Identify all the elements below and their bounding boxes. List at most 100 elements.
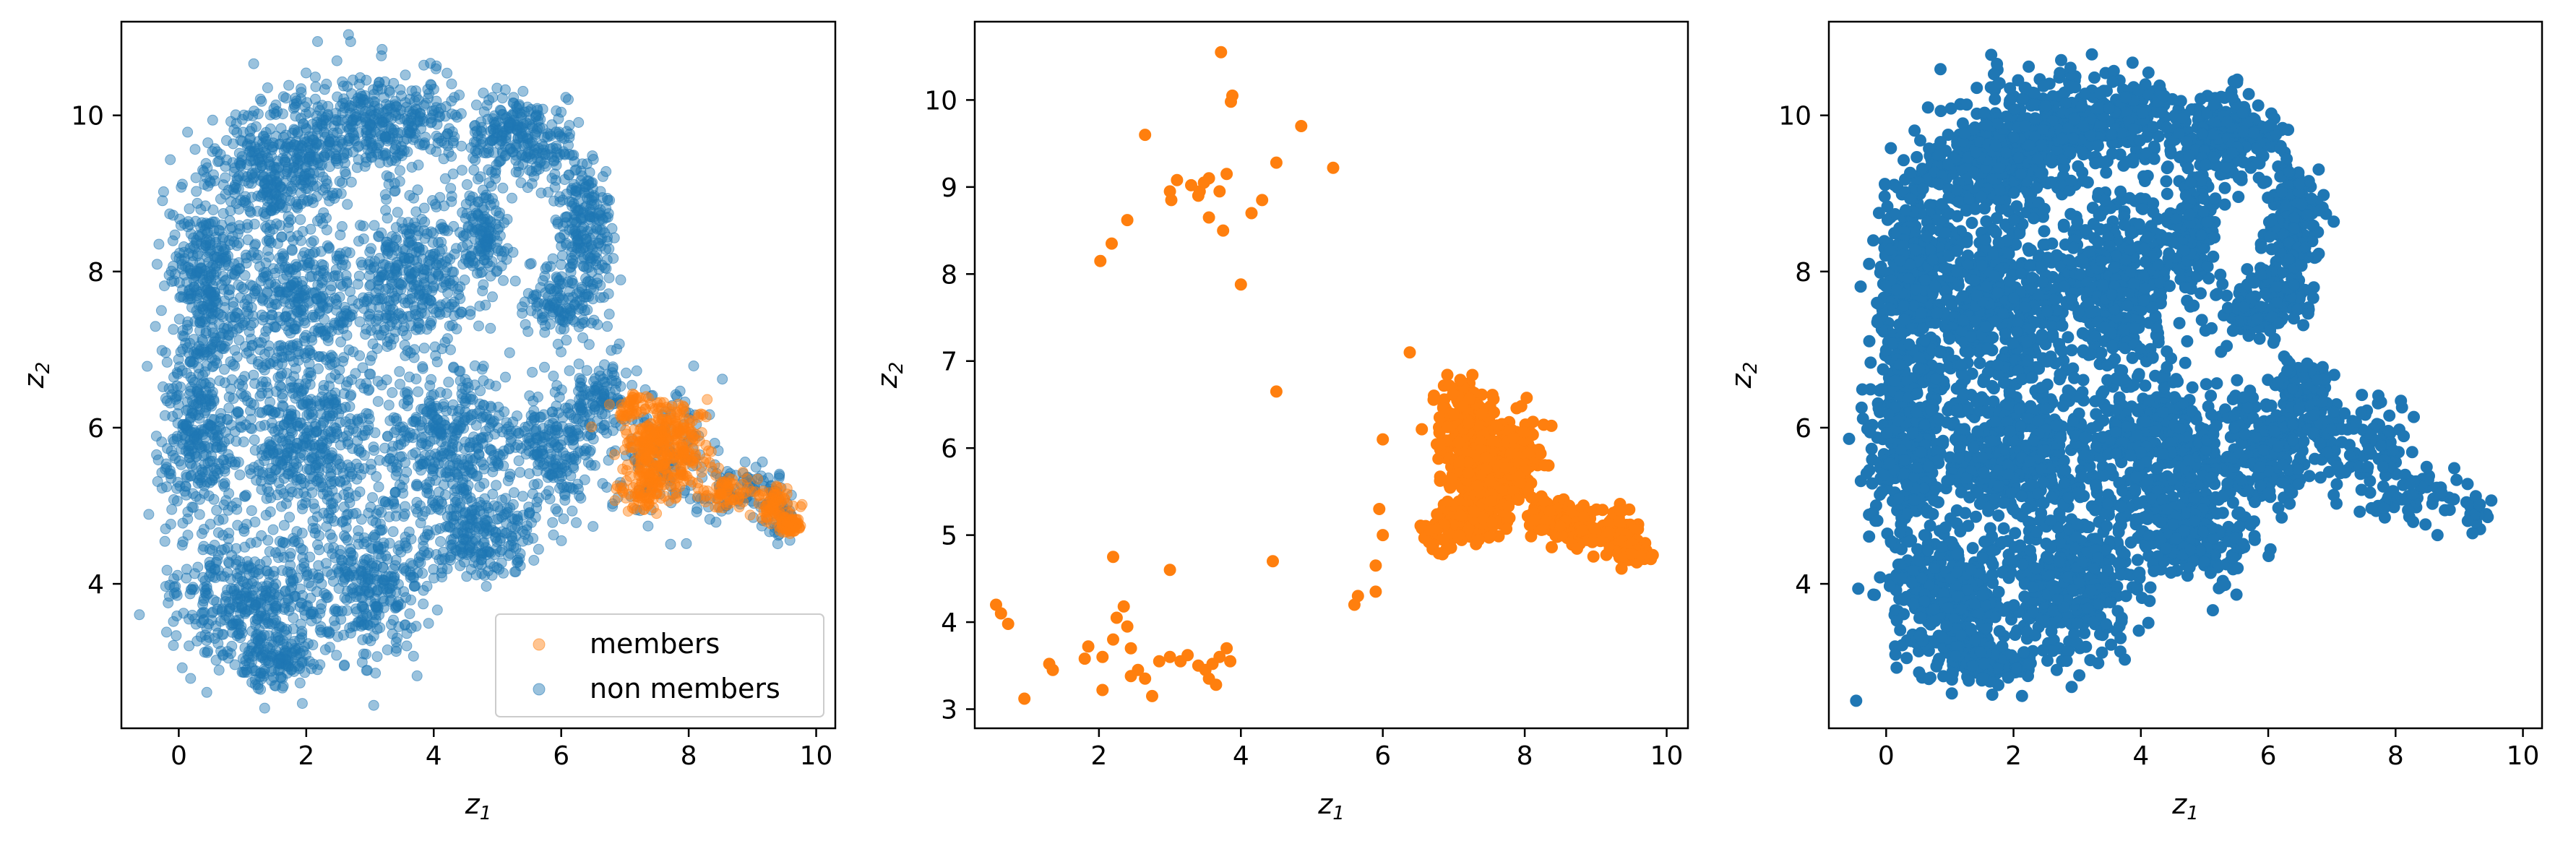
data-point bbox=[325, 452, 337, 464]
data-point bbox=[376, 50, 387, 61]
data-point bbox=[238, 109, 249, 121]
data-point bbox=[311, 154, 322, 165]
data-point bbox=[408, 301, 420, 312]
data-point bbox=[461, 179, 473, 190]
data-point bbox=[292, 157, 303, 168]
data-point bbox=[404, 608, 415, 619]
data-point bbox=[595, 204, 606, 215]
data-point bbox=[390, 646, 402, 657]
data-point bbox=[266, 471, 277, 483]
data-point bbox=[161, 481, 172, 493]
data-point bbox=[318, 259, 329, 271]
data-point bbox=[184, 293, 196, 305]
data-point bbox=[248, 58, 259, 69]
data-point bbox=[717, 374, 728, 385]
data-point bbox=[325, 498, 337, 509]
data-point bbox=[296, 113, 306, 124]
data-point bbox=[200, 237, 212, 249]
data-point bbox=[159, 535, 171, 547]
data-point bbox=[441, 67, 453, 79]
data-point bbox=[160, 458, 172, 470]
data-point bbox=[159, 280, 170, 292]
data-point bbox=[433, 132, 444, 144]
data-point bbox=[236, 422, 247, 434]
data-point bbox=[358, 618, 370, 630]
data-point bbox=[576, 282, 587, 293]
data-point bbox=[207, 327, 219, 339]
data-point bbox=[253, 154, 264, 165]
data-point bbox=[246, 353, 257, 365]
data-point bbox=[414, 111, 426, 122]
data-point bbox=[631, 365, 642, 376]
data-point bbox=[589, 460, 600, 471]
data-point bbox=[395, 379, 405, 390]
data-point bbox=[220, 160, 231, 172]
data-point bbox=[439, 337, 451, 348]
data-point bbox=[268, 103, 280, 114]
data-point bbox=[187, 374, 199, 386]
data-point bbox=[203, 218, 215, 230]
data-point bbox=[194, 474, 205, 486]
data-point bbox=[772, 538, 783, 550]
data-point bbox=[273, 444, 285, 455]
data-point bbox=[350, 368, 361, 379]
data-point bbox=[181, 277, 192, 288]
data-point bbox=[298, 332, 310, 343]
data-point bbox=[207, 342, 218, 354]
data-point bbox=[473, 144, 484, 155]
data-point bbox=[320, 118, 332, 130]
data-point bbox=[212, 638, 224, 650]
data-point bbox=[295, 214, 306, 225]
data-point bbox=[195, 204, 207, 215]
data-point bbox=[217, 530, 229, 541]
data-point bbox=[166, 504, 178, 515]
data-point bbox=[412, 184, 423, 196]
data-point bbox=[309, 93, 321, 105]
data-point bbox=[418, 277, 430, 288]
data-point bbox=[204, 456, 216, 467]
data-point bbox=[286, 243, 298, 255]
data-point bbox=[274, 138, 285, 150]
data-point bbox=[165, 154, 176, 165]
data-point bbox=[191, 305, 202, 316]
data-point bbox=[264, 506, 276, 517]
data-point bbox=[282, 566, 293, 577]
data-point bbox=[345, 176, 357, 188]
data-point bbox=[556, 346, 567, 358]
data-point bbox=[310, 81, 322, 92]
data-point bbox=[384, 511, 395, 522]
data-point bbox=[410, 447, 421, 459]
data-point bbox=[341, 329, 353, 341]
data-point bbox=[231, 198, 242, 210]
data-point bbox=[208, 361, 219, 371]
data-point bbox=[564, 307, 576, 319]
data-point bbox=[275, 456, 286, 467]
data-point bbox=[340, 166, 350, 178]
data-point bbox=[250, 566, 261, 578]
data-point bbox=[341, 430, 352, 441]
data-point bbox=[470, 99, 482, 111]
data-point bbox=[431, 201, 442, 212]
data-point bbox=[330, 108, 342, 119]
data-point bbox=[577, 332, 589, 343]
data-point bbox=[228, 184, 239, 195]
data-point bbox=[184, 452, 195, 463]
data-point bbox=[430, 350, 441, 361]
data-point bbox=[358, 449, 370, 461]
data-point bbox=[337, 138, 348, 150]
data-point bbox=[297, 225, 309, 237]
data-point bbox=[352, 142, 363, 152]
data-point bbox=[469, 233, 481, 245]
data-point bbox=[405, 311, 416, 322]
data-point bbox=[527, 366, 538, 378]
data-point bbox=[448, 361, 460, 373]
data-point bbox=[311, 613, 322, 624]
data-point bbox=[353, 416, 364, 428]
data-point bbox=[262, 535, 274, 546]
data-point bbox=[691, 506, 702, 518]
data-point bbox=[219, 341, 231, 352]
data-point bbox=[600, 165, 612, 177]
data-point bbox=[345, 462, 356, 473]
data-point bbox=[233, 614, 244, 626]
data-point bbox=[379, 189, 391, 200]
